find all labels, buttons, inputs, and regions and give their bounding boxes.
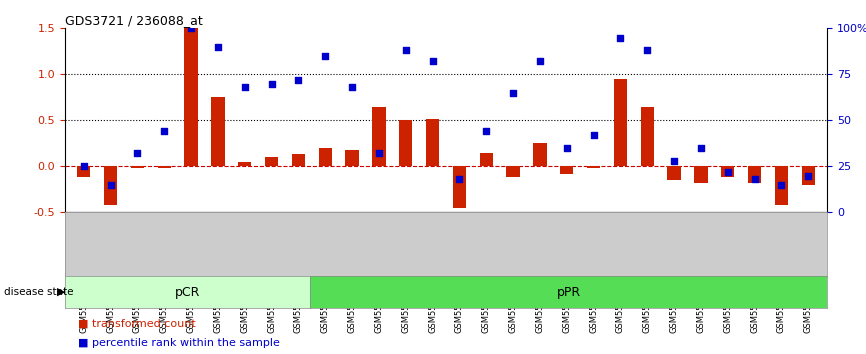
Point [747, 176, 761, 182]
Bar [802, 166, 815, 185]
Point [694, 145, 708, 151]
Bar [265, 157, 278, 166]
Point [479, 129, 493, 134]
Bar [211, 97, 224, 166]
Point [586, 132, 600, 138]
Point [372, 151, 386, 156]
Point [131, 151, 145, 156]
Point [533, 59, 546, 64]
Point [613, 35, 627, 40]
Bar [453, 166, 466, 208]
Bar [131, 166, 144, 168]
Point [319, 53, 333, 59]
Bar [480, 153, 493, 166]
Bar [158, 166, 171, 168]
Point [801, 173, 815, 178]
Point [77, 164, 91, 169]
Bar [346, 150, 359, 166]
Point [158, 129, 171, 134]
Bar [507, 166, 520, 177]
Point [426, 59, 440, 64]
Point [774, 182, 788, 188]
Point [667, 158, 681, 164]
Point [104, 182, 118, 188]
Point [559, 145, 573, 151]
Bar [721, 166, 734, 177]
Bar [77, 166, 90, 177]
Bar [533, 143, 546, 166]
Point [211, 44, 225, 50]
Point [346, 84, 359, 90]
Text: ■ percentile rank within the sample: ■ percentile rank within the sample [78, 338, 280, 348]
Bar [426, 119, 439, 166]
Point [640, 47, 654, 53]
Bar [614, 79, 627, 166]
Bar [399, 120, 412, 166]
Bar [587, 166, 600, 168]
Bar [748, 166, 761, 183]
Bar [238, 162, 251, 166]
Text: GDS3721 / 236088_at: GDS3721 / 236088_at [65, 14, 203, 27]
Point [721, 169, 734, 175]
Bar [184, 28, 197, 166]
Point [399, 47, 413, 53]
Text: disease state: disease state [4, 287, 74, 297]
Bar [319, 148, 332, 166]
Text: pCR: pCR [175, 286, 200, 298]
Text: ▶: ▶ [57, 287, 66, 297]
Point [506, 90, 520, 96]
Bar [292, 154, 305, 166]
Text: ■ transformed count: ■ transformed count [78, 319, 196, 329]
Point [292, 77, 306, 83]
Point [452, 176, 466, 182]
Bar [372, 107, 385, 166]
Bar [641, 107, 654, 166]
Bar [104, 166, 117, 205]
Bar [775, 166, 788, 205]
Point [238, 84, 252, 90]
Point [184, 25, 198, 31]
Bar [695, 166, 708, 183]
Text: pPR: pPR [556, 286, 580, 298]
Bar [560, 166, 573, 174]
Bar [668, 166, 681, 180]
Point [265, 81, 279, 86]
